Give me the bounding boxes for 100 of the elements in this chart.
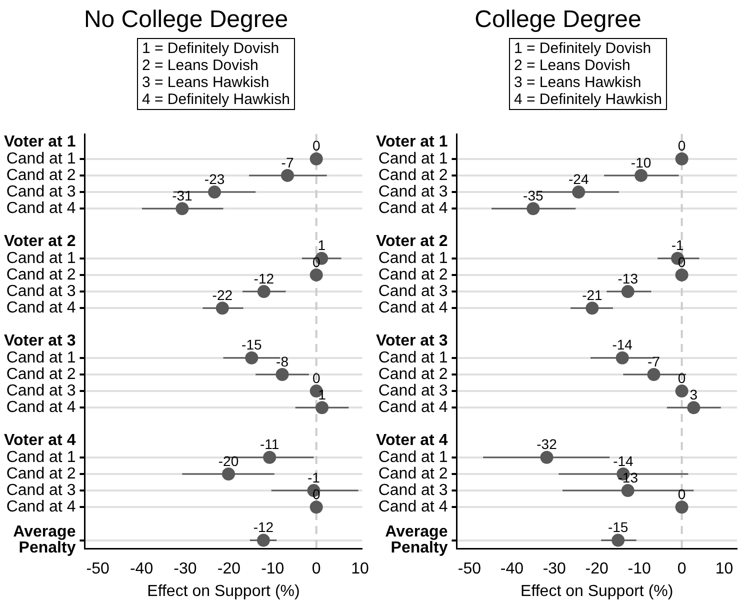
y-tick-label: Cand at 3 xyxy=(378,282,448,300)
point xyxy=(616,351,629,364)
y-tick-label: Cand at 3 xyxy=(6,482,76,499)
data-label: -10 xyxy=(630,154,652,170)
y-tick-label: Cand at 4 xyxy=(378,498,448,516)
y-tick-label: Cand at 1 xyxy=(6,349,76,366)
point xyxy=(647,368,660,381)
y-tick-label: Cand at 2 xyxy=(6,166,76,184)
y-tick-label: Cand at 2 xyxy=(378,166,448,184)
x-tick-label: 0 xyxy=(312,560,321,578)
y-tick-label: Voter at 1 xyxy=(376,134,448,151)
x-tick-label: -40 xyxy=(500,560,524,578)
x-tick-label: 10 xyxy=(715,560,734,578)
point xyxy=(634,168,648,182)
data-label: -14 xyxy=(612,336,633,353)
x-tick-label: -10 xyxy=(261,560,284,578)
point xyxy=(256,534,270,547)
text: 2 = Leans Dovish xyxy=(142,57,260,74)
point xyxy=(526,202,540,216)
point xyxy=(687,401,700,414)
data-label: -11 xyxy=(260,436,280,452)
data-label: 0 xyxy=(678,138,686,154)
point xyxy=(540,450,554,464)
point xyxy=(621,285,634,298)
y-tick-label: Cand at 1 xyxy=(6,448,76,466)
data-label: -7 xyxy=(281,154,294,170)
y-tick-label: Voter at 4 xyxy=(376,432,448,450)
data-label: 0 xyxy=(312,138,320,154)
point xyxy=(263,450,276,464)
point xyxy=(310,152,323,166)
x-tick-label: 10 xyxy=(351,560,370,578)
y-tick-label: Cand at 2 xyxy=(6,465,76,482)
x-tick-label: -50 xyxy=(86,560,110,578)
x-tick-label: -30 xyxy=(174,560,197,578)
x-tick-label: -30 xyxy=(542,560,566,578)
point xyxy=(222,467,236,480)
data-label: -23 xyxy=(204,170,225,187)
y-tick-label: Cand at 1 xyxy=(6,250,76,267)
data-label: -1 xyxy=(671,237,684,254)
text: 1 = Definitely Dovish xyxy=(142,40,280,57)
data-label: -12 xyxy=(254,270,274,286)
y-tick-label: Cand at 4 xyxy=(6,200,76,218)
y-tick-label: Cand at 3 xyxy=(378,183,448,200)
chart-title: College Degree xyxy=(474,5,642,35)
data-label: -7 xyxy=(648,353,660,370)
data-label: -12 xyxy=(253,519,274,536)
point xyxy=(675,152,688,166)
data-label: -1 xyxy=(307,469,320,486)
point xyxy=(310,268,323,282)
text: 2 = Leans Dovish xyxy=(514,57,632,74)
point xyxy=(586,302,599,315)
y-tick-label: Cand at 2 xyxy=(378,266,448,284)
data-label: -32 xyxy=(536,436,558,452)
y-tick-label: Cand at 4 xyxy=(6,300,76,317)
text: 1 = Definitely Dovish xyxy=(514,40,652,57)
point xyxy=(257,285,270,298)
point xyxy=(310,500,323,514)
y-tick-label: Cand at 4 xyxy=(6,498,76,516)
data-label: -20 xyxy=(218,452,239,469)
text: 4 = Definitely Hawkish xyxy=(142,91,290,108)
y-tick-label: Cand at 2 xyxy=(378,366,448,383)
x-tick-label: -20 xyxy=(217,560,241,578)
y-tick-label: Cand at 3 xyxy=(6,282,76,300)
y-tick-label: Voter at 1 xyxy=(4,134,76,151)
x-tick-label: -10 xyxy=(628,560,651,578)
y-tick-label: Voter at 3 xyxy=(4,332,76,350)
data-label: 0 xyxy=(678,370,686,386)
data-label: -22 xyxy=(212,286,233,303)
x-tick-label: 0 xyxy=(677,560,686,578)
point xyxy=(572,186,586,199)
y-tick-label: Cand at 1 xyxy=(378,150,448,168)
x-tick-label: -40 xyxy=(130,560,154,578)
point xyxy=(281,168,294,182)
data-label: 0 xyxy=(312,370,320,386)
text: 4 = Definitely Hawkish xyxy=(514,91,662,108)
text: 3 = Leans Hawkish xyxy=(142,74,270,91)
data-label: -24 xyxy=(568,170,589,187)
y-tick-label: Cand at 1 xyxy=(378,349,448,366)
x-axis-title: Effect on Support (%) xyxy=(147,582,300,600)
y-tick-label: Cand at 4 xyxy=(6,399,76,416)
point xyxy=(675,268,688,282)
point xyxy=(216,302,229,315)
y-tick-label: Cand at 4 xyxy=(378,399,448,416)
chart-title: No College Degree xyxy=(84,5,288,35)
y-tick-label: Cand at 2 xyxy=(6,266,76,284)
y-tick-label: Cand at 4 xyxy=(378,200,448,218)
data-label: 1 xyxy=(318,386,326,402)
data-label: -13 xyxy=(618,270,638,286)
point xyxy=(245,351,258,364)
y-tick-label: Cand at 1 xyxy=(378,250,448,267)
x-axis-title: Effect on Support (%) xyxy=(520,582,674,600)
y-tick-label: Cand at 3 xyxy=(6,382,76,400)
y-tick-label: Cand at 3 xyxy=(6,183,76,200)
y-tick-label: Voter at 3 xyxy=(376,332,448,350)
y-tick-label: Cand at 2 xyxy=(6,366,76,383)
y-tick-label: Voter at 2 xyxy=(376,233,448,250)
data-label: 1 xyxy=(318,237,326,254)
y-tick-label: Cand at 2 xyxy=(378,465,448,482)
data-label: -8 xyxy=(276,353,289,370)
data-label: -15 xyxy=(242,336,262,353)
